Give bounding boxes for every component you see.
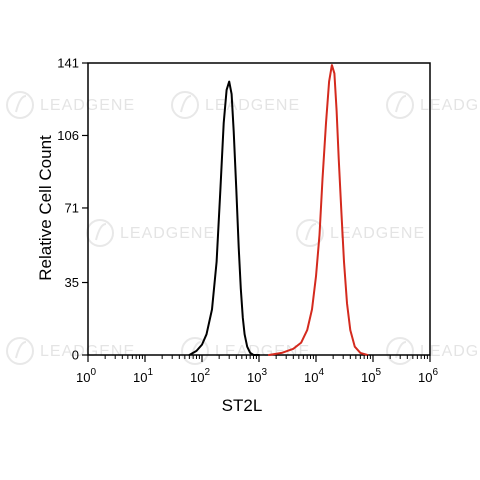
x-tick-label: 103	[247, 367, 267, 385]
watermark-text: LEADGENE	[420, 97, 480, 114]
watermark-layer: LEADGENE LEADGENE LEADGENE LEADGENE LEADGENE…	[6, 91, 480, 365]
watermark-text: LEADGENE	[120, 225, 215, 242]
series-layer	[188, 64, 369, 356]
watermark-text: LEADGENE	[205, 97, 300, 114]
x-tick-label: 105	[361, 367, 381, 385]
y-axis-title: Relative Cell Count	[36, 135, 55, 281]
watermark-logo: LEADGENE	[296, 219, 425, 247]
y-tick-label: 106	[57, 128, 79, 143]
x-tick-label: 106	[418, 367, 438, 385]
y-tick-label: 141	[57, 56, 79, 71]
y-tick-label: 71	[65, 200, 79, 215]
series-line-2	[268, 64, 369, 356]
watermark-logo: LEADGENE	[386, 337, 480, 365]
watermark-logo: LEADGENE	[171, 91, 300, 119]
watermark-text: LEADGENE	[420, 343, 480, 360]
watermark-logo: LEADGENE	[386, 91, 480, 119]
y-tick-label: 35	[65, 275, 79, 290]
x-tick-label: 104	[304, 367, 324, 385]
x-tick-label: 102	[190, 367, 210, 385]
x-tick-label: 100	[76, 367, 96, 385]
series-line-1	[188, 80, 260, 356]
watermark-logo: LEADGENE	[86, 219, 215, 247]
watermark-text: LEADGENE	[330, 225, 425, 242]
watermark-logo: LEADGENE	[6, 91, 135, 119]
x-axis: 100 101 102 103 104 105 106	[76, 355, 438, 385]
y-tick-label: 0	[72, 348, 79, 363]
x-axis-title: ST2L	[222, 396, 263, 415]
x-tick-label: 101	[133, 367, 153, 385]
watermark-text: LEADGENE	[40, 97, 135, 114]
y-axis: 0 35 71 106 141	[57, 56, 88, 363]
